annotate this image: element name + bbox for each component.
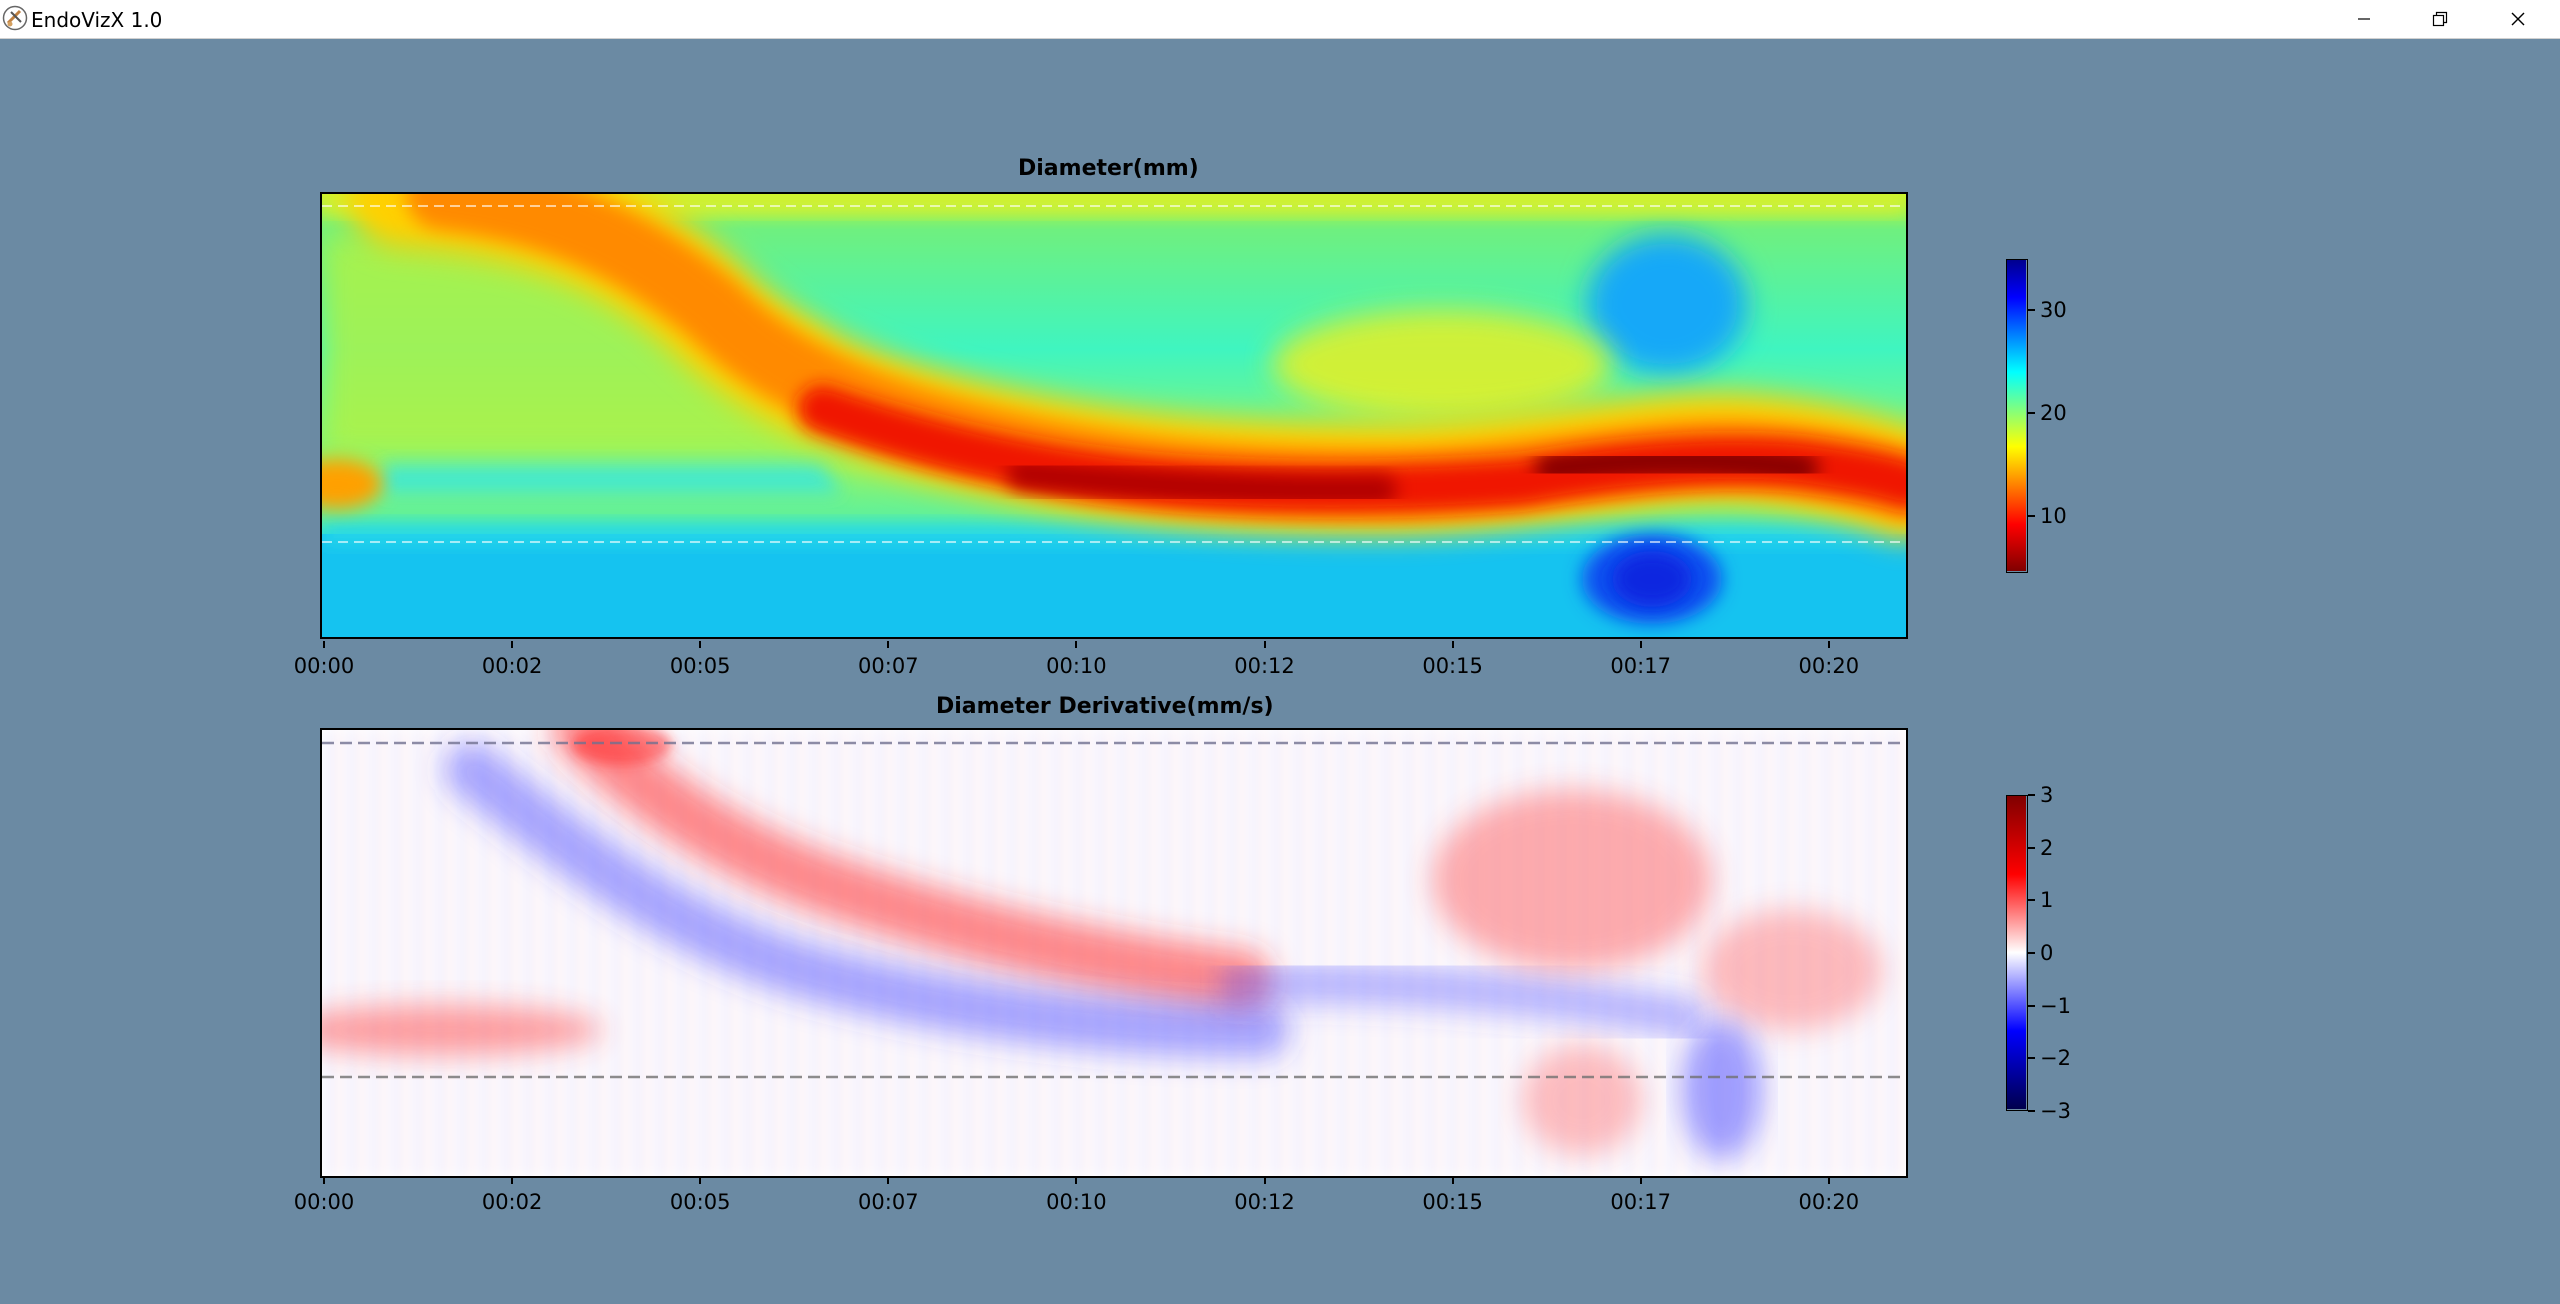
- x-tick-mark: [887, 641, 890, 648]
- x-tick-label: 00:12: [1234, 654, 1295, 678]
- x-tick-label: 00:17: [1610, 1190, 1671, 1214]
- x-tick-label: 00:05: [669, 654, 731, 678]
- colorbar-tick-label: 10: [2040, 504, 2067, 529]
- x-tick-mark: [1263, 641, 1266, 648]
- x-tick-mark: [1639, 1177, 1642, 1184]
- x-tick-label: 00:15: [1422, 654, 1483, 678]
- colorbar-tick-mark: [2028, 309, 2035, 312]
- x-tick-label: 00:20: [1798, 1190, 1860, 1214]
- x-tick-mark: [1451, 641, 1454, 648]
- colorbar-tick-mark: [2028, 1110, 2035, 1112]
- diameter-chart-title: Diameter(mm): [1018, 156, 1199, 181]
- x-tick-label: 00:15: [1422, 1190, 1483, 1214]
- colorbar-tick-mark: [2028, 1004, 2035, 1007]
- close-button[interactable]: [2482, 0, 2554, 38]
- x-tick-label: 00:07: [858, 654, 919, 678]
- colorbar-tick-label: −2: [2040, 1046, 2071, 1071]
- x-tick-label: 00:17: [1610, 654, 1671, 678]
- colorbar-tick-label: −1: [2040, 993, 2071, 1018]
- derivative-colorbar: [2006, 795, 2028, 1111]
- colorbar-tick-label: 3: [2040, 783, 2054, 807]
- x-tick-mark: [887, 1177, 890, 1184]
- x-tick-label: 00:10: [1046, 654, 1107, 678]
- x-tick-label: 00:02: [481, 1190, 543, 1214]
- colorbar-tick-mark: [2028, 899, 2035, 902]
- x-tick-label: 00:20: [1798, 654, 1860, 678]
- colorbar-tick-mark: [2028, 952, 2035, 954]
- x-tick-mark: [1451, 1177, 1454, 1184]
- restore-icon: [2432, 11, 2448, 27]
- diameter-heatmap-image: [322, 194, 1906, 637]
- x-tick-mark: [699, 641, 702, 648]
- close-icon: [2511, 12, 2525, 26]
- x-tick-mark: [323, 641, 325, 648]
- colorbar-tick-mark: [2028, 515, 2035, 518]
- minimize-icon: [2358, 18, 2370, 20]
- x-tick-label: 00:05: [669, 1190, 731, 1214]
- derivative-heatmap: [320, 728, 1908, 1178]
- x-tick-mark: [1075, 1177, 1078, 1184]
- diameter-heatmap: [320, 192, 1908, 639]
- x-tick-mark: [1827, 641, 1830, 648]
- derivative-chart-title: Diameter Derivative(mm/s): [936, 694, 1274, 719]
- colorbar-tick-label: 2: [2040, 835, 2054, 860]
- endovizx-logo-icon: [2, 5, 28, 31]
- x-tick-label: 00:07: [858, 1190, 919, 1214]
- x-tick-label: 00:00: [293, 1190, 355, 1214]
- colorbar-tick-mark: [2028, 412, 2035, 415]
- x-tick-mark: [511, 641, 514, 648]
- x-tick-label: 00:02: [481, 654, 543, 678]
- x-tick-mark: [1827, 1177, 1830, 1184]
- minimize-button[interactable]: [2328, 0, 2400, 38]
- colorbar-tick-label: 0: [2040, 941, 2054, 965]
- diameter-colorbar: [2006, 259, 2028, 573]
- x-tick-mark: [1639, 641, 1642, 648]
- colorbar-tick-mark: [2028, 846, 2035, 849]
- colorbar-tick-label: −3: [2040, 1099, 2071, 1123]
- x-tick-mark: [511, 1177, 514, 1184]
- x-tick-mark: [1263, 1177, 1266, 1184]
- x-tick-label: 00:12: [1234, 1190, 1295, 1214]
- derivative-heatmap-image: [322, 730, 1906, 1176]
- colorbar-tick-mark: [2028, 1057, 2035, 1060]
- colorbar-tick-mark: [2028, 794, 2035, 796]
- colorbar-tick-label: 20: [2040, 401, 2067, 426]
- window-titlebar: EndoVizX 1.0: [0, 0, 2560, 39]
- window-title: EndoVizX 1.0: [31, 8, 163, 32]
- colorbar-tick-label: 1: [2040, 888, 2054, 913]
- x-tick-label: 00:00: [293, 654, 355, 678]
- x-tick-mark: [1075, 641, 1078, 648]
- restore-button[interactable]: [2404, 0, 2476, 38]
- x-tick-mark: [323, 1177, 325, 1184]
- x-tick-label: 00:10: [1046, 1190, 1107, 1214]
- x-tick-mark: [699, 1177, 702, 1184]
- colorbar-tick-label: 30: [2040, 298, 2067, 323]
